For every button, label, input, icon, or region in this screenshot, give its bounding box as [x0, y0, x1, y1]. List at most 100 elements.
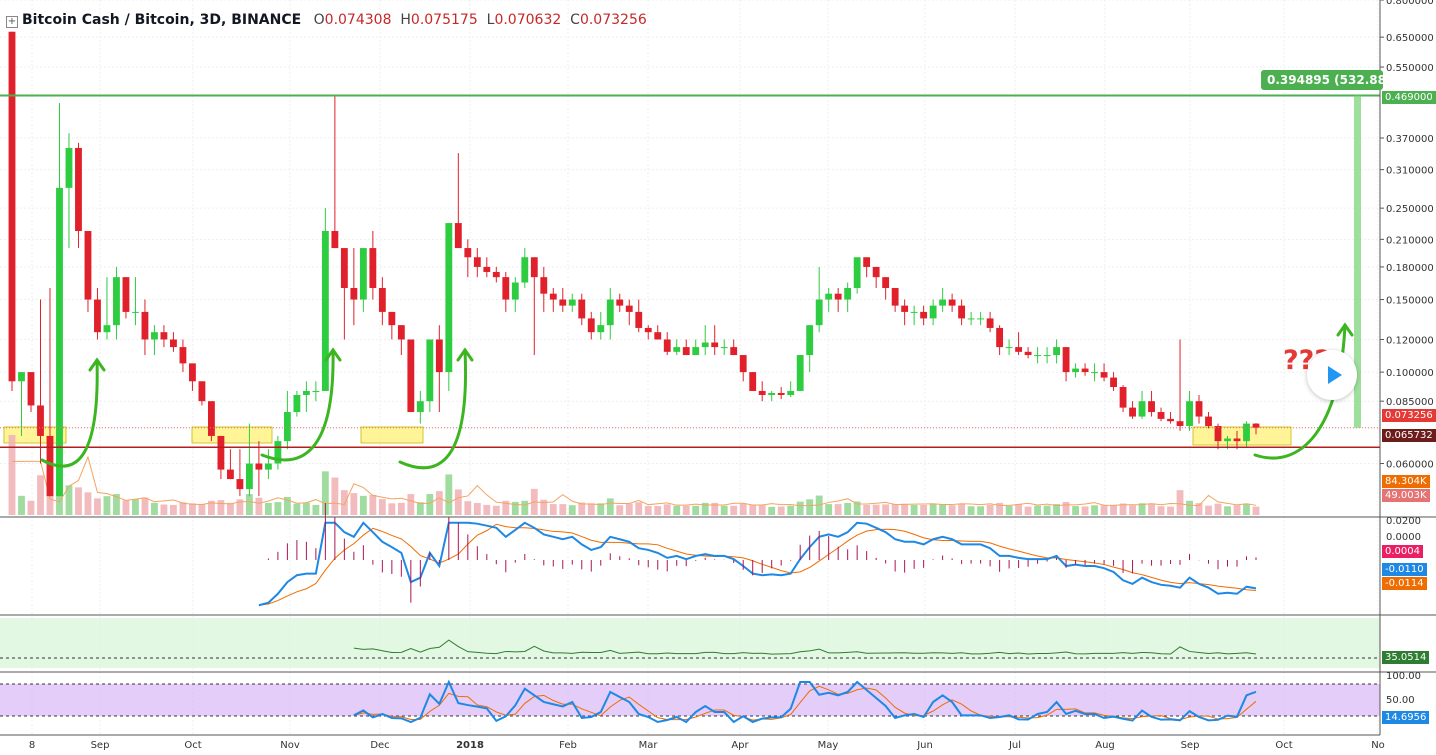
volume-bar	[283, 497, 291, 515]
candle-body	[587, 318, 595, 333]
volume-bar	[806, 499, 814, 515]
stoch-band	[0, 684, 1380, 716]
volume-bar	[340, 490, 348, 515]
candle-body	[1100, 372, 1108, 378]
candle-body	[1005, 347, 1013, 349]
expand-icon[interactable]: +	[6, 16, 18, 28]
volume-bar	[245, 494, 253, 515]
volume-bar	[18, 495, 25, 515]
candle-body	[625, 305, 633, 312]
volume-bar	[416, 502, 424, 515]
volume-bar	[1195, 503, 1203, 515]
volume-bar	[75, 487, 82, 515]
volume-bar	[407, 494, 415, 515]
candlesticks	[8, 31, 1260, 497]
volume-bar	[350, 493, 358, 515]
volume-bar	[84, 492, 92, 515]
volume-bar	[635, 502, 643, 515]
time-tick-label: Apr	[731, 740, 749, 751]
volume-bar	[27, 500, 35, 515]
candle-body	[293, 394, 301, 413]
candle-body	[1138, 401, 1146, 417]
volume-bar	[673, 505, 681, 515]
price-tick-label: 0.550000	[1386, 63, 1434, 74]
candle-body	[844, 288, 852, 300]
volume-bar	[1024, 506, 1032, 515]
candle-body	[597, 325, 605, 333]
play-icon	[1328, 366, 1342, 384]
volume-bar	[1186, 500, 1193, 515]
candle-body	[122, 277, 130, 312]
volume-bar	[920, 504, 928, 515]
volume-bar	[977, 506, 985, 515]
macd-tick-label: 0.0000	[1386, 532, 1421, 543]
candle-body	[1081, 368, 1089, 373]
candle-body	[644, 327, 652, 333]
price-tick-label: 0.310000	[1386, 166, 1434, 177]
candle-body	[302, 390, 310, 395]
candle-body	[331, 231, 339, 249]
candle-body	[217, 435, 225, 470]
candle-body	[189, 363, 196, 382]
trend-arrow	[398, 348, 468, 470]
volume-bar	[730, 505, 738, 515]
candle-body	[359, 248, 367, 300]
candle-body	[378, 288, 386, 312]
volume-bar	[986, 504, 994, 515]
candle-body	[151, 332, 158, 340]
play-button[interactable]	[1307, 350, 1357, 400]
candle-body	[473, 257, 481, 267]
candle-body	[1205, 416, 1212, 426]
candle-body	[435, 339, 443, 373]
candle-body	[283, 412, 291, 442]
candle-body	[46, 435, 54, 497]
candle-body	[226, 469, 234, 480]
volume-bar	[1081, 506, 1089, 515]
candle-body	[1186, 401, 1193, 426]
volume-bar	[65, 485, 73, 515]
volume-bar	[388, 503, 396, 515]
volume-bar	[958, 503, 966, 515]
time-tick-label: Jul	[1008, 740, 1021, 751]
candle-body	[977, 318, 985, 320]
candle-body	[796, 355, 804, 391]
candle-body	[350, 288, 358, 300]
candle-body	[170, 339, 177, 348]
volume-bar	[521, 500, 529, 515]
volume-bar	[208, 500, 215, 515]
volume-bar	[502, 500, 510, 515]
volume-bar	[901, 503, 909, 515]
volume-bar	[160, 504, 168, 515]
arrow-head	[1336, 322, 1354, 337]
volume-bar	[939, 504, 947, 515]
price-tick-label: 0.650000	[1386, 33, 1434, 44]
candle-body	[986, 318, 994, 328]
volume-bar	[1233, 505, 1241, 515]
candle-body	[1243, 423, 1250, 442]
support-zone	[191, 426, 273, 444]
volume-bar	[255, 497, 263, 515]
candle-body	[113, 277, 120, 326]
measure-label: 0.394895 (532.88	[1261, 70, 1383, 90]
volume-bar	[1034, 505, 1042, 515]
volume-tag-2: 49.003K	[1382, 489, 1430, 502]
level-lines	[0, 94, 1380, 448]
macd-line	[258, 521, 1257, 607]
candle-body	[749, 372, 757, 391]
volume-bar	[302, 502, 310, 515]
volume-bar	[711, 502, 719, 515]
candle-body	[654, 332, 662, 340]
volume-bar	[568, 505, 576, 515]
candle-body	[1062, 347, 1070, 373]
open-value: 0.074308	[324, 12, 392, 28]
candle-body	[132, 311, 139, 313]
candle-body	[682, 347, 690, 356]
price-tick-label: 0.370000	[1386, 134, 1434, 145]
candle-body	[863, 257, 871, 267]
stochastic-pane	[0, 679, 1380, 724]
candle-body	[730, 347, 738, 356]
candle-body	[37, 405, 44, 436]
stoch-k-line	[353, 679, 1257, 724]
